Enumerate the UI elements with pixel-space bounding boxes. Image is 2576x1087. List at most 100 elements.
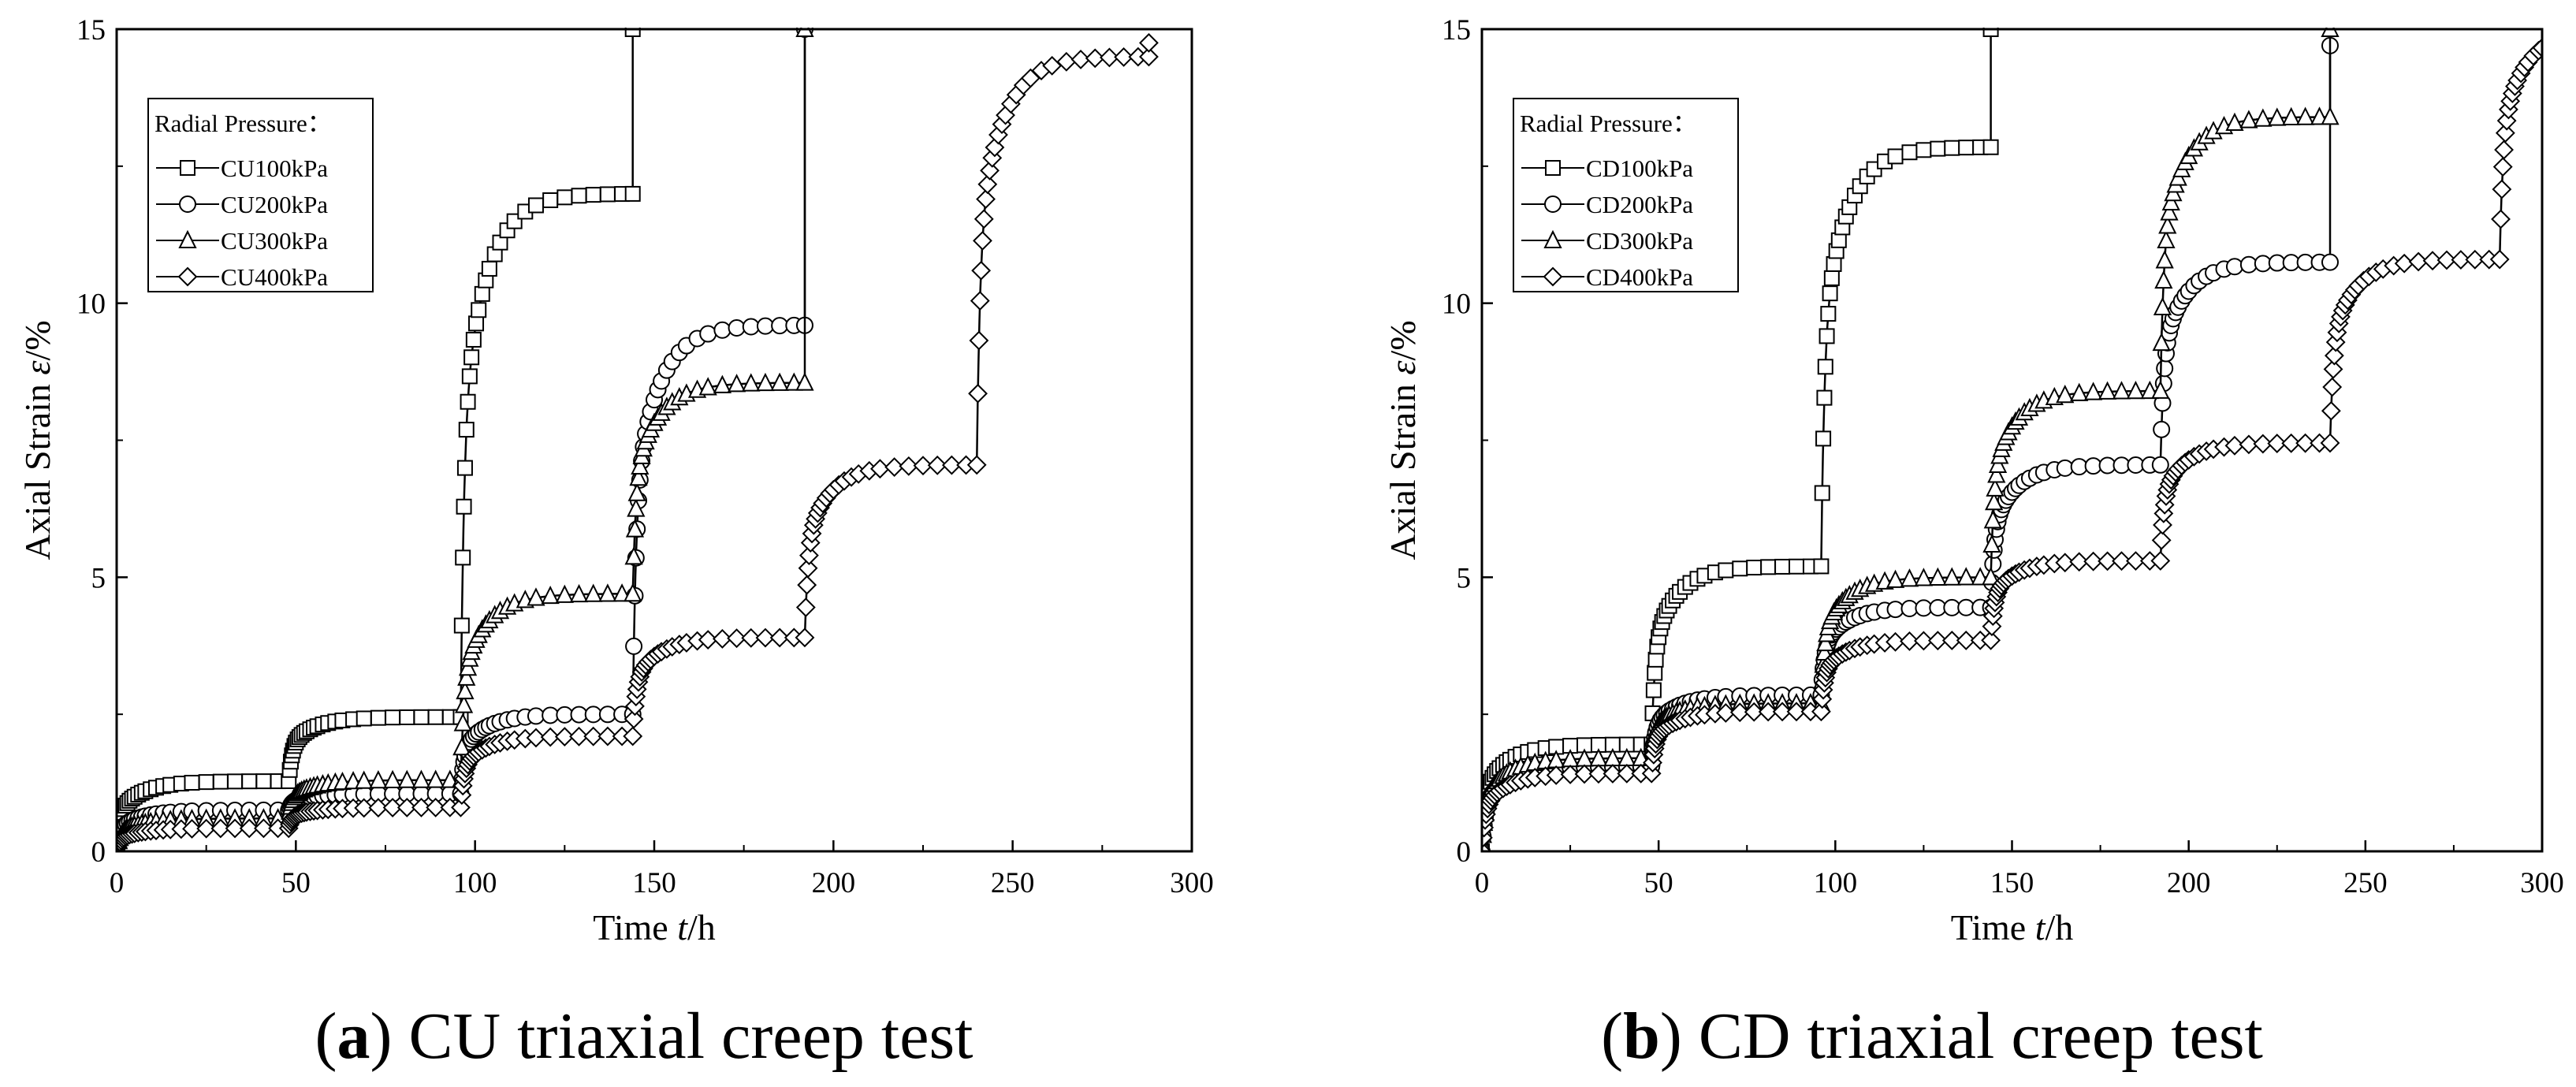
y-axis-label-part: ε — [1383, 360, 1423, 375]
data-point — [1983, 510, 2002, 529]
data-point — [555, 584, 574, 603]
data-point — [623, 726, 643, 746]
data-point — [713, 374, 732, 393]
data-point — [977, 174, 998, 195]
x-axis-label: Time t/h — [1951, 907, 2074, 947]
data-point — [241, 773, 258, 790]
data-point — [461, 368, 478, 385]
data-point — [457, 667, 476, 686]
caption-b: (b) CD triaxial creep test — [1601, 1000, 2263, 1073]
data-point — [471, 302, 487, 318]
data-point — [2150, 551, 2171, 571]
x-tick-label: 300 — [1170, 867, 1214, 899]
data-point — [2157, 229, 2176, 249]
data-point — [2098, 381, 2117, 400]
data-point — [481, 260, 497, 277]
data-point — [2154, 270, 2173, 289]
data-point — [1114, 47, 1134, 67]
data-point — [2254, 108, 2273, 127]
data-point — [355, 770, 374, 789]
data-point — [624, 583, 642, 602]
data-point — [769, 627, 790, 648]
x-axis-label-part: t — [677, 907, 688, 947]
data-point — [1718, 562, 1734, 579]
caption-a-text: CU triaxial creep test — [408, 1000, 973, 1073]
data-point — [540, 727, 560, 747]
legend-marker — [180, 160, 195, 176]
data-point — [239, 818, 259, 839]
data-point — [742, 373, 761, 392]
data-point — [383, 769, 402, 788]
data-point — [465, 331, 482, 348]
data-point — [1085, 48, 1105, 69]
data-point — [396, 798, 417, 817]
data-point — [599, 186, 616, 203]
data-point — [1930, 140, 1946, 157]
data-point — [728, 319, 746, 337]
y-axis-label: Axial Strain ε/% — [17, 320, 58, 560]
legend-label: CU100kPa — [221, 154, 328, 182]
data-point — [2126, 551, 2146, 571]
data-point — [598, 705, 616, 724]
data-point — [1811, 702, 1831, 722]
data-point — [1914, 568, 1934, 586]
data-point — [1816, 389, 1833, 406]
data-point — [755, 627, 776, 648]
data-point — [941, 455, 962, 475]
data-point — [2495, 123, 2515, 143]
data-point — [1982, 534, 2001, 553]
data-point — [2056, 384, 2075, 404]
data-point — [2069, 552, 2090, 572]
plot-frame — [1480, 28, 2544, 853]
data-point — [356, 710, 372, 727]
legend-label: CD300kPa — [1586, 227, 1693, 255]
data-point — [2532, 38, 2542, 58]
series-CD100kPa — [1482, 28, 1999, 851]
data-point — [980, 160, 1000, 181]
data-point — [1981, 630, 2001, 650]
data-point — [453, 713, 472, 731]
x-tick-label: 50 — [281, 867, 311, 899]
data-point — [413, 709, 430, 725]
data-point — [527, 197, 544, 214]
x-axis-label-part: Time — [1951, 907, 2035, 947]
data-point — [2295, 433, 2316, 453]
y-tick-label: 15 — [1442, 14, 1471, 47]
data-point — [727, 374, 746, 393]
legend-marker — [1545, 160, 1561, 176]
data-point — [584, 583, 603, 602]
legend-label: CD100kPa — [1586, 154, 1693, 182]
data-point — [453, 617, 470, 634]
data-point — [727, 628, 746, 649]
data-point — [1928, 567, 1947, 586]
data-point — [411, 798, 431, 817]
y-axis-label: Axial Strain ε/% — [1383, 320, 1423, 560]
data-point — [1729, 702, 1750, 723]
data-point — [1823, 270, 1840, 286]
data-point — [973, 230, 992, 251]
data-point — [795, 627, 815, 648]
data-point — [1958, 140, 1975, 156]
data-point — [2156, 359, 2174, 378]
plot-frame — [115, 28, 1193, 853]
x-axis-label: Time t/h — [593, 907, 716, 947]
data-point — [456, 498, 472, 515]
chart-a: 0 50 100 150 200 250 300 0 5 10 15 Time t/h Axial St… — [17, 14, 1214, 947]
data-point — [2322, 377, 2343, 397]
data-point — [2158, 215, 2177, 234]
data-point — [458, 657, 478, 676]
data-point — [427, 709, 444, 725]
data-point — [2160, 202, 2179, 221]
data-point — [2239, 255, 2258, 274]
data-point — [460, 393, 476, 410]
data-point — [2151, 456, 2169, 474]
data-point — [526, 728, 546, 748]
data-point — [2098, 551, 2117, 571]
data-point — [2153, 296, 2172, 316]
data-point — [2451, 250, 2471, 270]
data-point — [2253, 434, 2273, 454]
data-point — [631, 456, 650, 475]
data-point — [629, 467, 648, 486]
series-CD400kPa — [1482, 38, 2542, 851]
data-point — [2282, 106, 2301, 126]
